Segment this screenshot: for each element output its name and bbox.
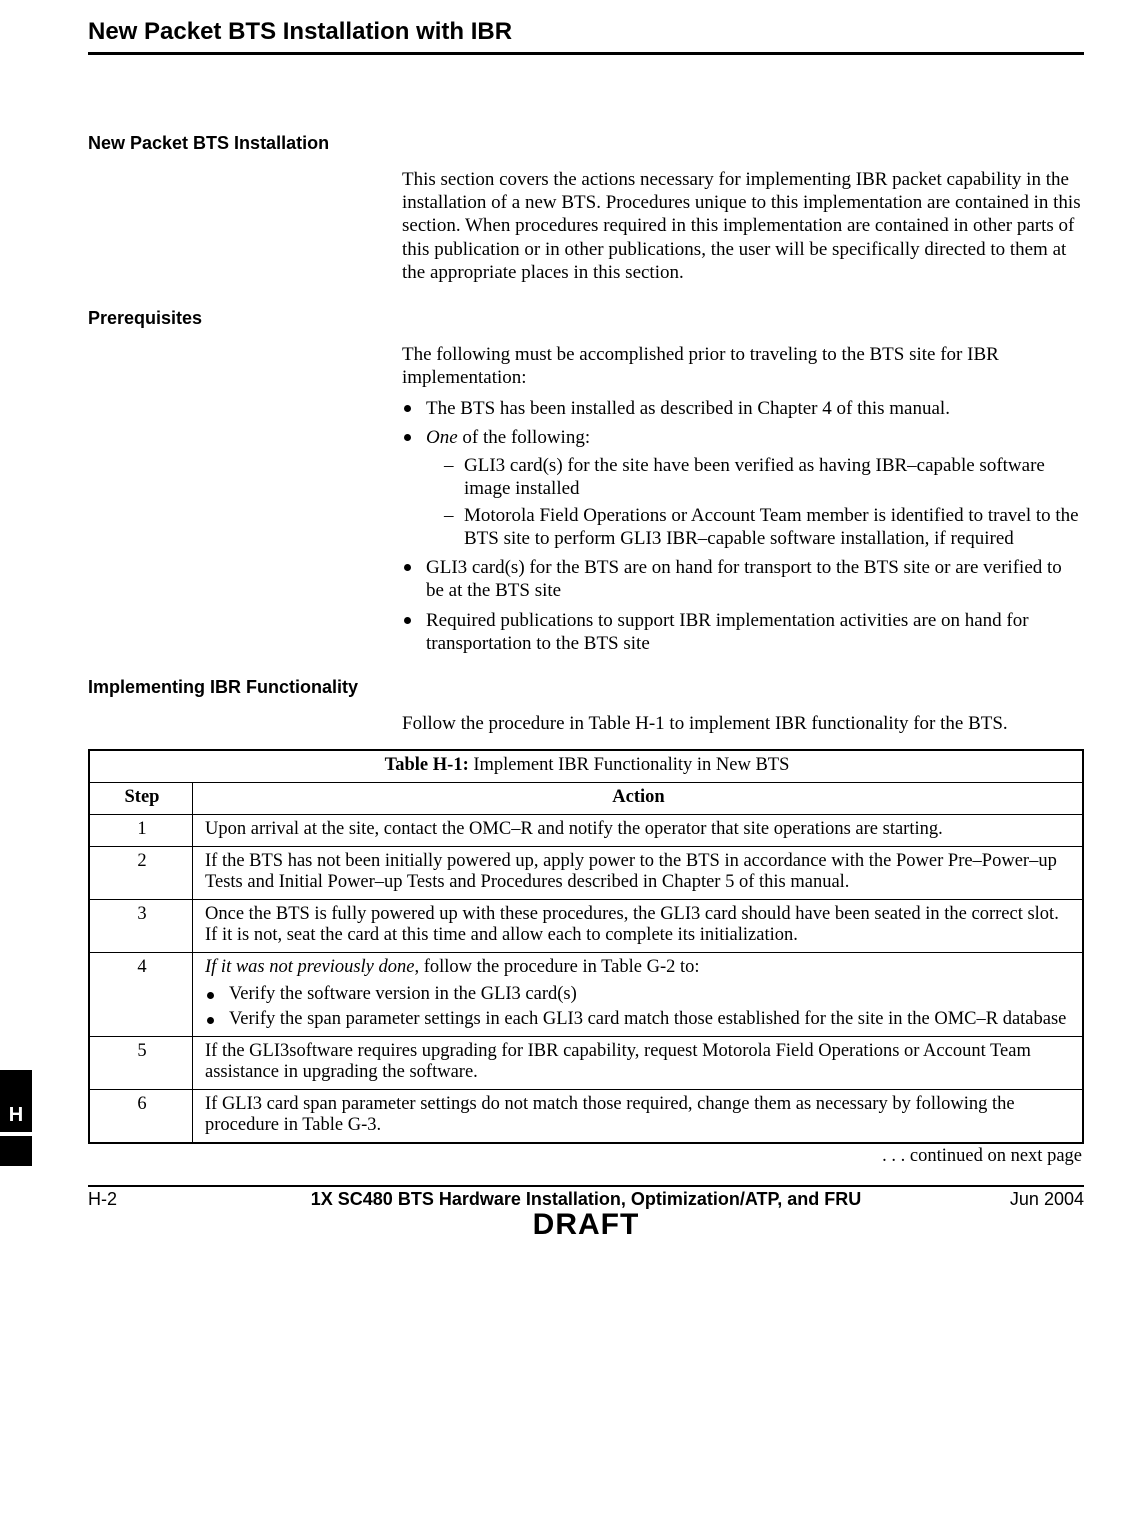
step-cell: 5 [89, 1037, 193, 1090]
table-row: 6 If GLI3 card span parameter settings d… [89, 1090, 1083, 1144]
prereq-sublist: GLI3 card(s) for the site have been veri… [426, 454, 1084, 551]
action-cell: If the GLI3software requires upgrading f… [193, 1037, 1084, 1090]
action-cell: Once the BTS is fully powered up with th… [193, 900, 1084, 953]
row4-bullet-1: Verify the software version in the GLI3 … [205, 984, 1072, 1005]
table-label: Table H-1: [385, 755, 469, 775]
row4-lead-italic: If it was not previously done [205, 957, 414, 977]
table-title: Implement IBR Functionality in New BTS [469, 755, 790, 775]
row4-lead-rest: , follow the procedure in Table G-2 to: [414, 957, 699, 977]
table-row: 3 Once the BTS is fully powered up with … [89, 900, 1083, 953]
heading-new-packet-bts-installation: New Packet BTS Installation [60, 133, 1084, 154]
table-row: 2 If the BTS has not been initially powe… [89, 847, 1083, 900]
heading-prerequisites: Prerequisites [60, 308, 1084, 329]
table-header-action: Action [193, 783, 1084, 815]
prereq-list: The BTS has been installed as described … [402, 397, 1084, 655]
side-tab-letter: H [0, 1098, 32, 1132]
table-h1: Table H-1: Implement IBR Functionality i… [88, 749, 1084, 1144]
prereq-sub-1: GLI3 card(s) for the site have been veri… [426, 454, 1084, 500]
row4-bullet-2: Verify the span parameter settings in ea… [205, 1009, 1072, 1030]
header-rule [88, 52, 1084, 55]
prereq-item-2: One of the following: GLI3 card(s) for t… [402, 426, 1084, 550]
table-row: 5 If the GLI3software requires upgrading… [89, 1037, 1083, 1090]
footer-title: 1X SC480 BTS Hardware Installation, Opti… [208, 1189, 964, 1210]
action-cell: If GLI3 card span parameter settings do … [193, 1090, 1084, 1144]
action-cell: If it was not previously done, follow th… [193, 953, 1084, 1037]
step-cell: 6 [89, 1090, 193, 1144]
side-tab: H [0, 1070, 32, 1166]
running-header: New Packet BTS Installation with IBR [60, 18, 1084, 52]
footer-date: Jun 2004 [964, 1189, 1084, 1210]
step-cell: 3 [89, 900, 193, 953]
row4-list: Verify the software version in the GLI3 … [205, 984, 1072, 1030]
side-tab-blank-bottom [0, 1136, 32, 1166]
s3-intro: Follow the procedure in Table H-1 to imp… [402, 712, 1084, 735]
side-tab-blank-top [0, 1070, 32, 1098]
prereq-item-4: Required publications to support IBR imp… [402, 609, 1084, 655]
step-cell: 2 [89, 847, 193, 900]
heading-implementing-ibr: Implementing IBR Functionality [60, 677, 1084, 698]
step-cell: 1 [89, 815, 193, 847]
table-continued-note: . . . continued on next page [88, 1146, 1084, 1167]
step-cell: 4 [89, 953, 193, 1037]
prereq-item-2-emph: One [426, 427, 458, 448]
footer-draft: DRAFT [88, 1208, 1084, 1242]
footer-page-number: H-2 [88, 1189, 208, 1210]
page-footer: H-2 1X SC480 BTS Hardware Installation, … [88, 1185, 1084, 1242]
table-row: 1 Upon arrival at the site, contact the … [89, 815, 1083, 847]
prereq-sub-2: Motorola Field Operations or Account Tea… [426, 504, 1084, 550]
table-header-step: Step [89, 783, 193, 815]
s2-intro: The following must be accomplished prior… [402, 343, 1084, 389]
prereq-item-1: The BTS has been installed as described … [402, 397, 1084, 420]
action-cell: If the BTS has not been initially powere… [193, 847, 1084, 900]
s1-paragraph: This section covers the actions necessar… [402, 168, 1084, 284]
footer-rule [88, 1185, 1084, 1187]
prereq-item-3: GLI3 card(s) for the BTS are on hand for… [402, 556, 1084, 602]
prereq-item-2-rest: of the following: [458, 427, 590, 448]
table-title-cell: Table H-1: Implement IBR Functionality i… [89, 750, 1083, 783]
table-row: 4 If it was not previously done, follow … [89, 953, 1083, 1037]
action-cell: Upon arrival at the site, contact the OM… [193, 815, 1084, 847]
